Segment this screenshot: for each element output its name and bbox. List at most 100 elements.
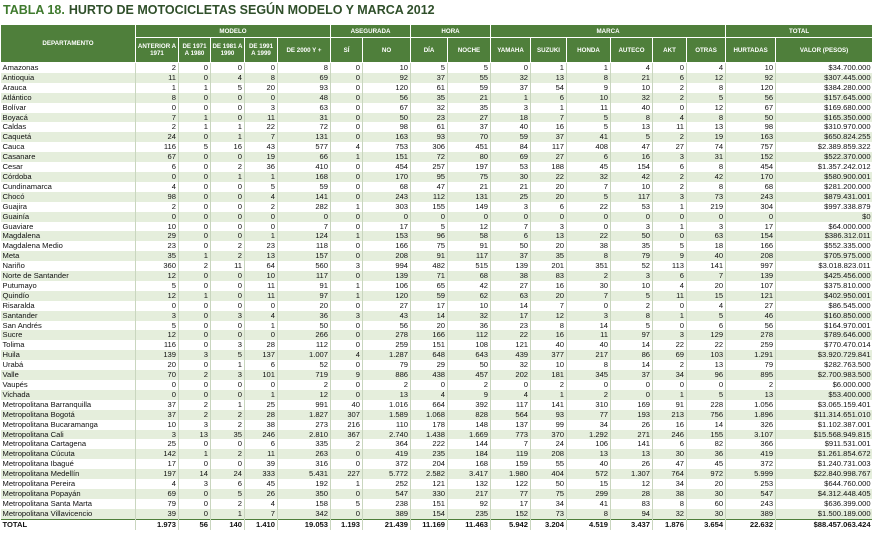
cell: 1 xyxy=(178,122,211,133)
cell: 0 xyxy=(566,300,611,311)
data-row: Santander 3 0 3 4 36 3 43 14 32 17 12 3 8 1 5 46 $160.850… xyxy=(0,310,872,321)
cell: 0 xyxy=(178,459,211,470)
cell: 9 xyxy=(566,82,611,93)
group-header: HORA xyxy=(410,24,492,38)
cell: 1 xyxy=(652,310,687,321)
cell: 91 xyxy=(652,399,687,410)
cell: 27 xyxy=(447,112,491,123)
cell: 2 xyxy=(244,201,278,212)
cell: 2.582 xyxy=(410,469,448,480)
cell: 0 xyxy=(566,221,611,232)
cell: 56 xyxy=(725,92,776,103)
cell: 3 xyxy=(652,330,687,341)
cell: 36 xyxy=(277,310,331,321)
cell: 457 xyxy=(447,370,491,380)
data-row: Caldas 2 1 1 22 72 0 98 61 37 40 16 5 13 11 13 98 $310.97… xyxy=(1,122,872,133)
cell: 35 xyxy=(210,429,245,440)
cell: 2 xyxy=(610,300,653,311)
cell: 32 xyxy=(490,72,531,83)
cell: 0 xyxy=(330,181,363,192)
cell: 8 xyxy=(566,360,611,371)
department: Meta xyxy=(0,251,136,262)
cell: 16 xyxy=(530,280,567,291)
cell: 0 xyxy=(210,221,245,232)
cell: 117 xyxy=(277,271,331,281)
column-header-row: ANTERIOR A 1971 DE 1971 A 1980 DE 1981 A 1… xyxy=(1,37,872,63)
cell: 151 xyxy=(410,498,448,509)
column-header: DE 1971 A 1980 xyxy=(178,37,211,63)
cell: 8 xyxy=(277,62,331,73)
cell: 5 xyxy=(566,191,611,202)
cell: 122 xyxy=(490,479,531,489)
cell: 116 xyxy=(135,340,179,351)
column-header: NOCHE xyxy=(447,37,492,63)
data-row: Metropolitana Medellín 197 14 24 333 5.431 227… xyxy=(0,469,872,480)
cell: 4 xyxy=(135,181,179,192)
department: Guaviare xyxy=(2,221,34,231)
cell: 246 xyxy=(244,429,278,440)
cell: 389 xyxy=(725,508,776,520)
cell: 53 xyxy=(490,162,531,172)
data-row: Atlántico 8 0 0 0 48 0 56 35 21 1 6 10 32 2 5 56 $157.645… xyxy=(0,92,872,103)
cell: 0 xyxy=(135,389,179,400)
cell: 257 xyxy=(410,162,448,172)
cell: $375.810.000 xyxy=(775,280,872,291)
cell: 141 xyxy=(530,399,567,410)
cell: 14 xyxy=(566,320,611,331)
cell: 67 xyxy=(135,152,179,163)
cell: $789.646.000 xyxy=(775,330,872,341)
cell: 0 xyxy=(178,62,211,73)
cell: 106 xyxy=(566,439,611,450)
cell: 0 xyxy=(330,171,363,182)
cell: 0 xyxy=(652,320,687,331)
cell: 8 xyxy=(686,162,726,172)
cell: 0 xyxy=(330,241,363,252)
cell: 35 xyxy=(410,92,448,103)
cell: 2 xyxy=(566,389,611,400)
cell: 1.291 xyxy=(725,350,776,361)
total-row: TOTAL 1.973 56 140 1.410 19.053 1.193 21.439 11.… xyxy=(0,518,872,530)
cell: 21 xyxy=(610,72,653,83)
cell: 0 xyxy=(178,92,211,103)
cell: 28 xyxy=(244,340,278,351)
cell: 120 xyxy=(361,290,411,301)
cell: 29 xyxy=(410,360,448,371)
cell: 168 xyxy=(277,171,331,182)
cell: 1 xyxy=(244,171,278,182)
cell: 25 xyxy=(490,191,531,202)
column-header: HURTADAS xyxy=(725,37,777,63)
cell: 367 xyxy=(330,429,363,440)
cell: 152 xyxy=(490,508,531,520)
cell: 643 xyxy=(447,350,491,361)
cell: 6 xyxy=(686,320,726,331)
cell: 117 xyxy=(610,191,653,202)
data-row: Metropolitana Popayán 69 0 5 26 350 0 547 330 217… xyxy=(0,488,872,499)
cell: 0 xyxy=(210,280,245,291)
cell: 0 xyxy=(330,132,363,143)
cell: 252 xyxy=(361,479,411,489)
cell: 4 xyxy=(135,479,179,489)
cell: 60 xyxy=(686,498,726,509)
cell: 2 xyxy=(210,241,245,252)
column-header: SÍ xyxy=(330,37,363,63)
group-header: DEPARTAMENTO xyxy=(0,24,136,63)
cell: 6 xyxy=(652,439,687,450)
cell: 2 xyxy=(178,399,211,410)
cell: 6 xyxy=(566,152,611,163)
cell: 439 xyxy=(490,350,531,361)
cell: 2 xyxy=(652,132,687,143)
cell: 75 xyxy=(410,241,448,252)
cell: 8 xyxy=(530,320,567,331)
cell: 68 xyxy=(447,271,491,281)
cell: 117 xyxy=(447,251,491,262)
cell: 55 xyxy=(447,72,491,83)
cell: 1.016 xyxy=(361,399,411,410)
cell: 7 xyxy=(530,300,567,311)
cell: 22 xyxy=(530,171,567,182)
data-row: Valle 70 2 3 101 719 9 886 438 457 202 181 345 37 34 96… xyxy=(0,370,872,380)
cell: 19 xyxy=(244,152,278,163)
cell: 16 xyxy=(530,330,567,341)
department: Putumayo xyxy=(2,280,37,290)
cell: 2 xyxy=(210,449,245,460)
cell: 8 xyxy=(686,181,726,192)
